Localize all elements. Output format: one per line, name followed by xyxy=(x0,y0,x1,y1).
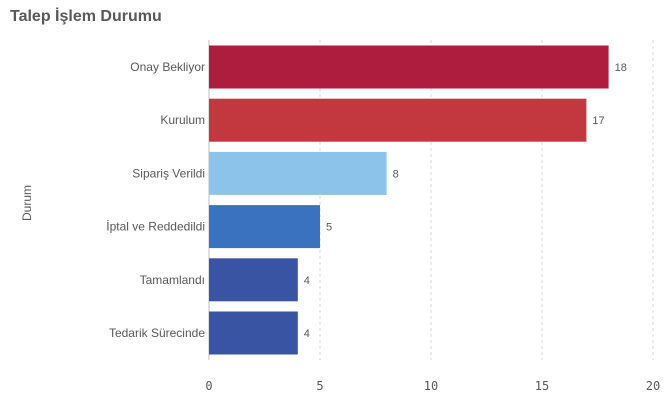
data-label: 18 xyxy=(615,62,627,74)
grid-layer xyxy=(208,40,654,360)
x-tick-label: 0 xyxy=(205,379,212,393)
x-tick-label: 20 xyxy=(646,379,660,393)
category-label: Onay Bekliyor xyxy=(130,60,205,74)
bar[interactable] xyxy=(209,311,298,355)
bar[interactable] xyxy=(209,45,609,89)
data-label: 17 xyxy=(592,115,604,127)
data-label: 4 xyxy=(304,275,310,287)
x-axis-ticks: 0 5 10 15 20 xyxy=(205,379,660,393)
bar[interactable] xyxy=(209,98,587,142)
bar[interactable] xyxy=(209,151,387,195)
category-label: Sipariş Verildi xyxy=(132,166,205,180)
y-axis-title: Durum xyxy=(20,185,34,221)
category-label: Tedarik Sürecinde xyxy=(109,326,205,340)
x-tick-label: 15 xyxy=(535,379,549,393)
category-label: Tamamlandı xyxy=(140,273,205,287)
x-tick-label: 10 xyxy=(424,379,438,393)
category-label: İptal ve Reddedildi xyxy=(106,220,205,234)
data-label: 5 xyxy=(326,222,332,234)
data-label: 8 xyxy=(393,168,399,180)
bar[interactable] xyxy=(209,205,320,249)
chart-title: Talep İşlem Durumu xyxy=(10,8,162,25)
bar[interactable] xyxy=(209,258,298,302)
category-label: Kurulum xyxy=(160,113,205,127)
labels-layer: Onay Bekliyor 18 Kurulum 17 Sipariş Verildi 8… xyxy=(106,60,627,340)
x-tick-label: 5 xyxy=(316,379,323,393)
data-label: 4 xyxy=(304,328,310,340)
bars-layer xyxy=(209,45,609,355)
